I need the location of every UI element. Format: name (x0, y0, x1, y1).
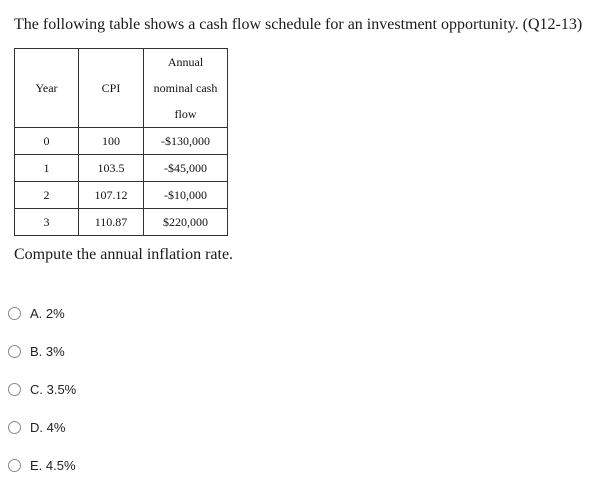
radio-button[interactable] (8, 420, 21, 434)
option-label[interactable]: D. 4% (30, 419, 66, 435)
header-cpi: CPI (78, 48, 144, 128)
cell-cash-flow: -$45,000 (143, 154, 228, 182)
option-label[interactable]: C. 3.5% (30, 381, 77, 397)
cell-cash-flow: -$130,000 (143, 127, 228, 155)
option-label[interactable]: E. 4.5% (30, 457, 76, 473)
option-d[interactable]: D. 4% (8, 417, 76, 437)
header-cash-flow-line2: nominal cash (153, 81, 218, 95)
cell-year: 1 (14, 154, 79, 182)
table-row: 1 103.5 -$45,000 (14, 154, 228, 182)
option-c[interactable]: C. 3.5% (8, 379, 76, 399)
radio-button[interactable] (8, 458, 21, 472)
prompt-text: Compute the annual inflation rate. (14, 246, 234, 263)
option-b[interactable]: B. 3% (8, 341, 76, 361)
option-a[interactable]: A. 2% (8, 303, 76, 323)
answer-options: A. 2% B. 3% C. 3.5% D. 4% E. 4.5% (8, 303, 76, 493)
cell-cpi: 100 (78, 127, 144, 155)
header-cash-flow-line3: flow (174, 107, 197, 121)
question-text: The following table shows a cash flow sc… (14, 16, 583, 33)
radio-button[interactable] (8, 306, 21, 320)
header-cash-flow-line1: Annual (167, 55, 204, 69)
cell-cpi: 103.5 (78, 154, 144, 182)
header-cash-flow: Annual nominal cash flow (143, 48, 228, 128)
cell-cash-flow: -$10,000 (143, 181, 228, 209)
table-row: 0 100 -$130,000 (14, 127, 228, 155)
cell-cash-flow: $220,000 (143, 208, 228, 236)
cell-cpi: 107.12 (78, 181, 144, 209)
cell-cpi: 110.87 (78, 208, 144, 236)
table-row: 3 110.87 $220,000 (14, 208, 228, 236)
table-row: 2 107.12 -$10,000 (14, 181, 228, 209)
table-header-row: Year CPI Annual nominal cash flow (14, 48, 228, 128)
cash-flow-table: Year CPI Annual nominal cash flow 0 100 … (14, 48, 228, 236)
option-label[interactable]: A. 2% (30, 305, 65, 321)
option-e[interactable]: E. 4.5% (8, 455, 76, 475)
cell-year: 2 (14, 181, 79, 209)
radio-button[interactable] (8, 344, 21, 358)
cell-year: 3 (14, 208, 79, 236)
cell-year: 0 (14, 127, 79, 155)
radio-button[interactable] (8, 382, 21, 396)
header-year: Year (14, 48, 79, 128)
option-label[interactable]: B. 3% (30, 343, 65, 359)
